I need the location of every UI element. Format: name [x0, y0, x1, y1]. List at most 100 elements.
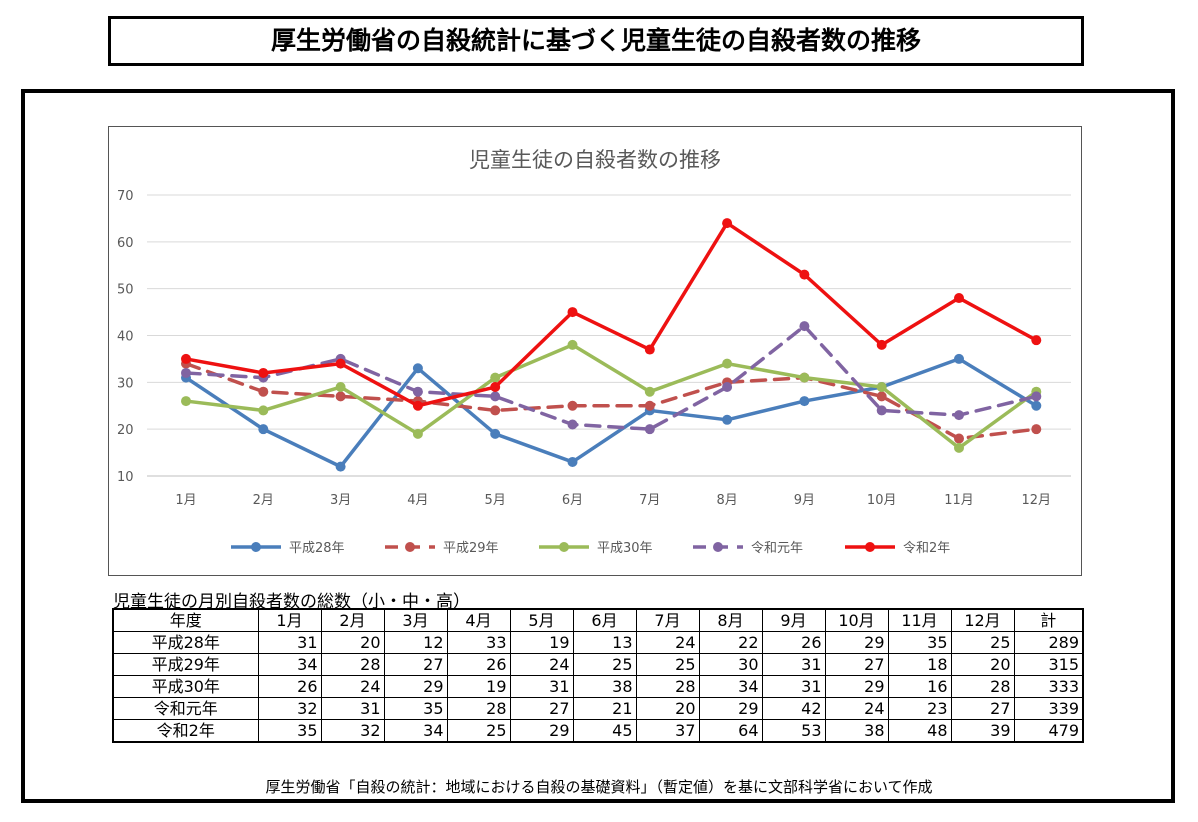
series-line — [184, 361, 1039, 441]
data-point — [722, 218, 733, 229]
table-cell: 24 — [509, 653, 574, 676]
table-cell: 27 — [950, 697, 1015, 720]
y-tick-label: 20 — [117, 423, 134, 438]
table-cell: 25 — [950, 631, 1015, 654]
data-point — [335, 382, 346, 393]
table-cell: 35 — [887, 631, 952, 654]
table-cell: 38 — [824, 719, 889, 743]
table-cell: 26 — [446, 653, 511, 676]
table-cell: 26 — [257, 675, 322, 698]
table-cell: 21 — [572, 697, 637, 720]
series-line — [184, 324, 1039, 431]
column-header: 8月 — [698, 608, 763, 632]
chart-svg: 児童生徒の自殺者数の推移 10 20 30 40 50 60 70 1月 2月 3月 4月 5月 6月 7… — [117, 148, 1071, 556]
table-cell: 25 — [635, 653, 700, 676]
table-cell: 29 — [824, 675, 889, 698]
data-point — [412, 363, 423, 374]
legend-swatch-marker — [405, 542, 415, 552]
y-tick-label: 30 — [117, 376, 134, 391]
row-total: 339 — [1013, 697, 1084, 720]
column-header: 4月 — [446, 608, 511, 632]
column-header: 11月 — [887, 608, 952, 632]
x-tick-label: 7月 — [639, 493, 660, 508]
table-cell: 22 — [698, 631, 763, 654]
series-2 — [181, 339, 1042, 453]
legend-item: 平成30年 — [539, 541, 653, 556]
data-point — [181, 353, 191, 364]
data-point — [567, 307, 578, 318]
column-header: 計 — [1013, 608, 1084, 632]
data-point — [954, 442, 964, 453]
table-cell: 20 — [320, 631, 385, 654]
data-point — [181, 367, 191, 378]
table-row: 平成28年 31 20 12 33 19 13 24 22 26 29 35 25 289 — [112, 631, 1084, 654]
data-point — [799, 396, 810, 407]
y-tick-label: 70 — [117, 189, 134, 204]
legend-label: 平成30年 — [597, 541, 653, 556]
source-note: 厚生労働省「自殺の統計：地域における自殺の基礎資料」（暫定値）を基に文部科学省に… — [265, 778, 933, 796]
data-point — [258, 386, 269, 397]
table-cell: 31 — [257, 631, 322, 654]
series-3 — [181, 321, 1042, 435]
data-point — [954, 293, 964, 304]
data-point — [335, 391, 346, 402]
page-title: 厚生労働省の自殺統計に基づく児童生徒の自殺者数の推移 — [108, 16, 1084, 66]
row-label: 平成29年 — [112, 653, 259, 676]
table-header-row: 年度 1月 2月 3月 4月 5月 6月 7月 8月 9月 10月 11月 12月計 — [112, 608, 1084, 632]
legend-item: 令和元年 — [693, 541, 803, 556]
table-cell: 33 — [446, 631, 511, 654]
legend-swatch-marker — [865, 542, 875, 552]
series-line — [184, 357, 1039, 469]
x-tick-label: 2月 — [253, 493, 274, 508]
x-tick-label: 8月 — [716, 493, 737, 508]
x-tick-label: 6月 — [562, 493, 583, 508]
data-point — [412, 428, 423, 439]
data-point — [876, 382, 887, 393]
data-point — [490, 391, 501, 402]
table-cell: 25 — [446, 719, 511, 743]
data-point — [799, 372, 810, 383]
data-point — [644, 344, 655, 355]
legend-item: 平成28年 — [231, 541, 345, 556]
table-cell: 32 — [320, 719, 385, 743]
column-header: 3月 — [383, 608, 448, 632]
table-cell: 31 — [509, 675, 574, 698]
table-cell: 20 — [635, 697, 700, 720]
table-cell: 31 — [320, 697, 385, 720]
table-cell: 24 — [320, 675, 385, 698]
table-cell: 29 — [824, 631, 889, 654]
row-label: 令和元年 — [112, 697, 259, 720]
data-point — [799, 321, 810, 332]
x-tick-label: 3月 — [330, 493, 351, 508]
table-cell: 27 — [824, 653, 889, 676]
table-cell: 31 — [761, 675, 826, 698]
table-cell: 25 — [572, 653, 637, 676]
column-header: 5月 — [509, 608, 574, 632]
chart-title: 児童生徒の自殺者数の推移 — [469, 148, 721, 172]
monthly-data-table: 年度 1月 2月 3月 4月 5月 6月 7月 8月 9月 10月 11月 12月計 平成28年 31 20… — [112, 608, 1084, 743]
y-tick-label: 50 — [117, 283, 134, 298]
table-cell: 26 — [761, 631, 826, 654]
legend-label: 令和元年 — [751, 541, 803, 556]
row-label: 平成28年 — [112, 631, 259, 654]
data-point — [1031, 424, 1042, 435]
table-cell: 34 — [257, 653, 322, 676]
row-total: 289 — [1013, 631, 1084, 654]
table-cell: 30 — [698, 653, 763, 676]
data-point — [954, 433, 964, 444]
table-cell: 27 — [509, 697, 574, 720]
content-frame — [21, 89, 1175, 803]
data-point — [181, 396, 191, 407]
table-cell: 28 — [446, 697, 511, 720]
data-point — [876, 391, 887, 402]
column-header: 1月 — [257, 608, 322, 632]
legend-swatch-marker — [559, 542, 569, 552]
table-cell: 24 — [824, 697, 889, 720]
table-cell: 27 — [383, 653, 448, 676]
table-cell: 38 — [572, 675, 637, 698]
column-header: 12月 — [950, 608, 1015, 632]
data-point — [722, 382, 733, 393]
row-label: 平成30年 — [112, 675, 259, 698]
series-line — [184, 221, 1039, 408]
y-tick-label: 10 — [117, 470, 134, 485]
